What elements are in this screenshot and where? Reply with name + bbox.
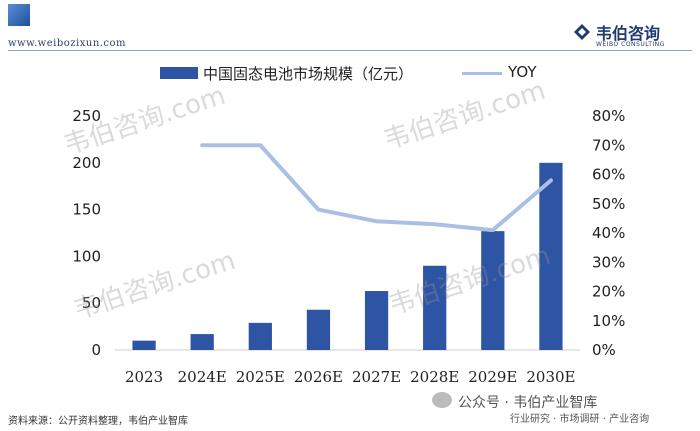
y2-tick-label: 40% (592, 224, 625, 242)
x-tick-label: 2029E (468, 368, 517, 386)
header-divider (8, 50, 692, 51)
bar (539, 162, 563, 350)
y2-tick-label: 50% (592, 195, 625, 213)
chart-bars (132, 162, 563, 350)
y-tick-label: 100 (72, 247, 101, 265)
yoy-line (200, 143, 553, 233)
y-tick-label: 0 (91, 341, 101, 359)
wechat-account: 公众号 · 韦伯产业智库 (458, 395, 598, 411)
x-tick-label: 2027E (352, 368, 401, 386)
bar (423, 265, 447, 350)
bar (248, 322, 272, 350)
y2-tick-label: 60% (592, 166, 625, 184)
legend-bar-label: 中国固态电池市场规模（亿元） (203, 65, 414, 83)
bar (306, 309, 331, 350)
x-tick-label: 2028E (410, 368, 459, 386)
legend-line-label: YOY (508, 63, 537, 81)
y-tick-label: 150 (72, 201, 101, 219)
footer-tagline: 行业研究 · 市场调研 · 产业咨询 (510, 414, 650, 425)
chart-tick-labels: 0 50 100 150 200 250 0% 10% 20% 30% 40% 50% 60% 70% 80… (72, 107, 625, 386)
x-tick-label: 2026E (294, 368, 343, 386)
bar (364, 291, 389, 350)
chart-yoy-line (200, 143, 553, 233)
x-tick-label: 2025E (236, 368, 285, 386)
y2-tick-label: 0% (592, 341, 616, 359)
y2-tick-label: 80% (592, 107, 625, 125)
brand-name: 韦伯咨询 (596, 24, 661, 43)
brand-mark-icon (574, 24, 590, 40)
brand-logo: 韦伯咨询 WEIBO CONSULTING (574, 20, 684, 50)
data-source: 资料来源：公开资料整理，韦伯产业智库 (8, 416, 188, 427)
y-tick-label: 200 (72, 154, 101, 172)
y2-tick-label: 10% (592, 312, 625, 330)
y-tick-label: 50 (82, 294, 101, 312)
wechat-icon (432, 392, 452, 408)
chart-legend: 中国固态电池市场规模（亿元） YOY (0, 62, 700, 83)
header-logo-square (8, 4, 30, 26)
x-tick-label: 2024E (178, 368, 227, 386)
y2-tick-label: 70% (592, 136, 625, 154)
x-tick-label: 2023 (125, 368, 163, 386)
y2-tick-label: 20% (592, 283, 625, 301)
x-tick-label: 2030E (526, 368, 575, 386)
y-tick-label: 250 (72, 107, 101, 125)
bar (132, 340, 156, 350)
bar (481, 231, 505, 350)
legend-bar-swatch (160, 67, 198, 79)
bar (190, 334, 214, 350)
brand-name-en: WEIBO CONSULTING (596, 41, 665, 48)
site-url: www.weibozixun.com (8, 38, 127, 49)
y2-tick-label: 30% (592, 253, 625, 271)
legend-line-swatch (462, 72, 502, 75)
